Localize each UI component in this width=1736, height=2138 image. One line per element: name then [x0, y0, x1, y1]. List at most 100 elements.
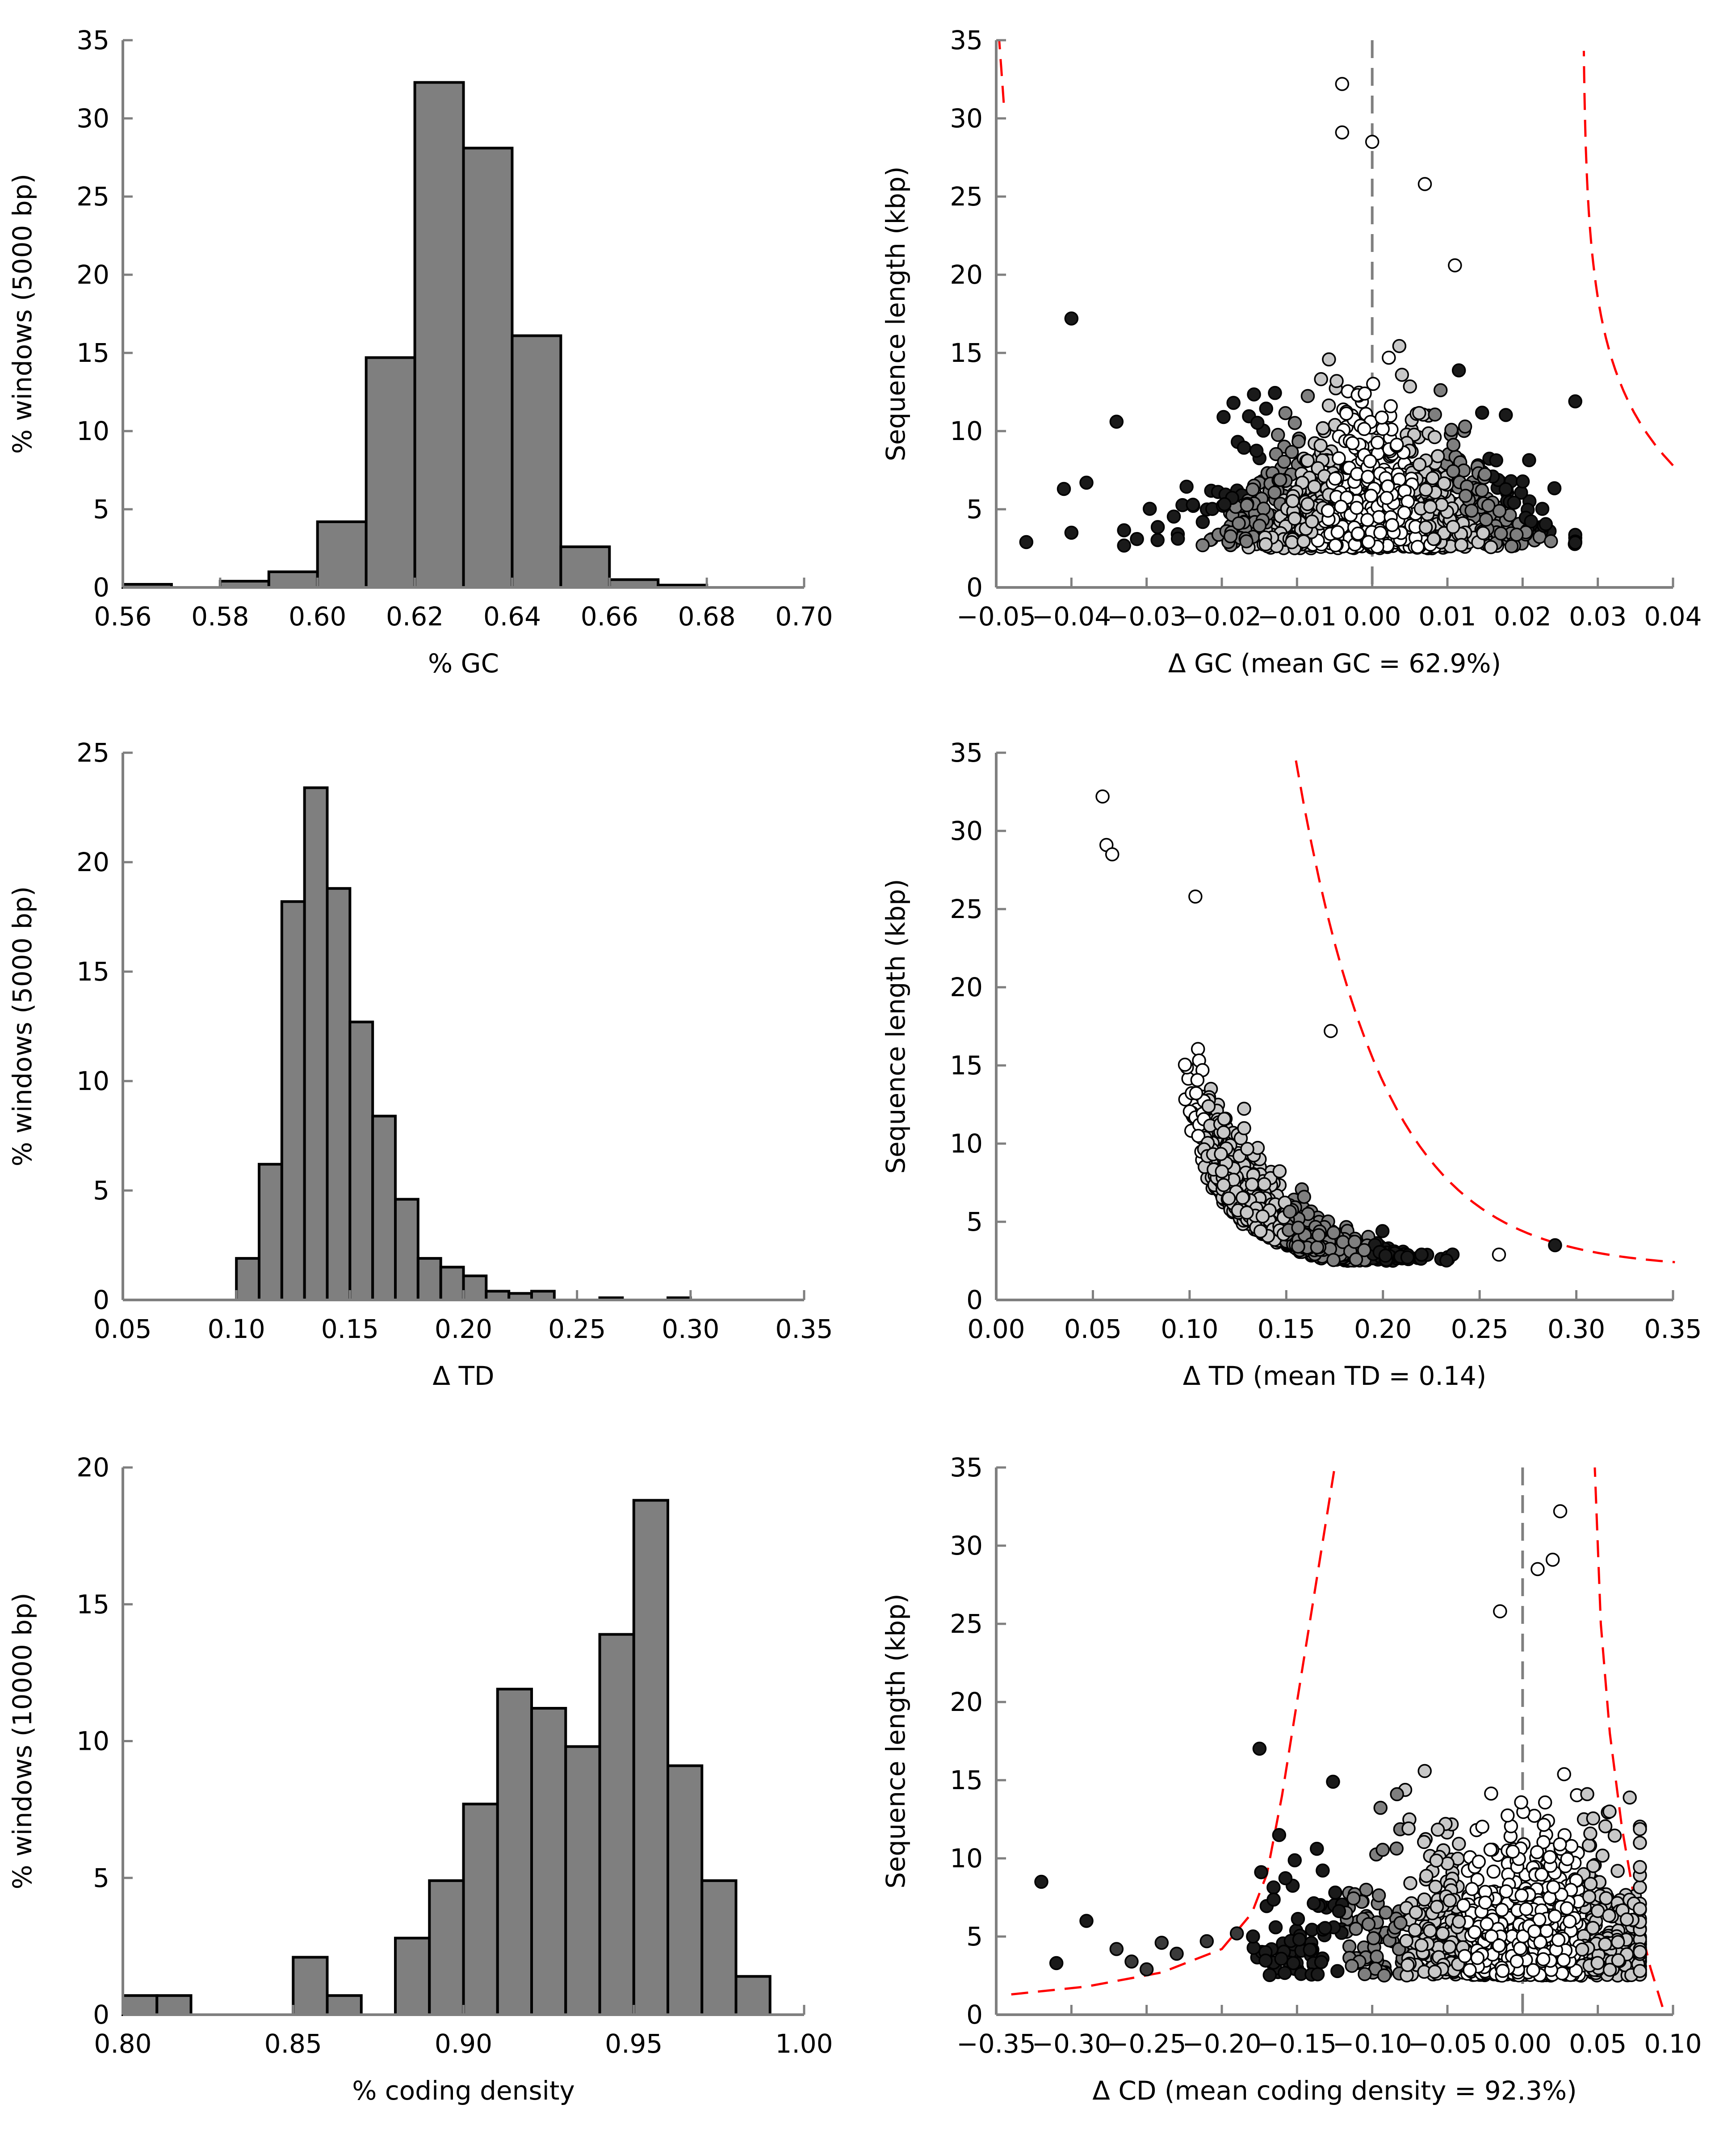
- y-tick-label: 0: [93, 2000, 109, 2030]
- x-tick-label: −0.01: [1257, 601, 1337, 632]
- scatter-point: [1483, 1842, 1498, 1857]
- scatter-point: [1602, 1908, 1616, 1923]
- scatter-point: [1560, 1852, 1575, 1866]
- scatter-point: [1607, 1828, 1622, 1843]
- scatter-point: [1522, 453, 1536, 467]
- scatter-point: [1254, 1865, 1268, 1879]
- panel-cd-histogram: 0.80 0.85 0.90 0.95 1.00 0 5 10 15 20 % coding den…: [7, 1452, 833, 2106]
- scatter-point: [1240, 1142, 1254, 1156]
- scatter-point: [1191, 1042, 1205, 1056]
- x-tick-label: 0.62: [386, 601, 444, 632]
- panel-cd-scatter: −0.35−0.30−0.25−0.20−0.15−0.10−0.05 0.00 0…: [881, 1452, 1702, 2106]
- scatter-point: [1277, 454, 1292, 469]
- x-tick-label: 0.02: [1494, 601, 1551, 632]
- scatter-point: [1191, 1128, 1206, 1143]
- histogram-bar: [365, 356, 416, 589]
- notable-point: [1417, 177, 1432, 191]
- scatter-point: [1498, 482, 1513, 496]
- scatter-point: [1408, 1923, 1422, 1937]
- scatter-point: [1350, 501, 1364, 515]
- y-axis-label: % windows (5000 bp): [7, 174, 38, 454]
- scatter-point: [1501, 1808, 1515, 1823]
- histogram-bar: [413, 81, 465, 589]
- histogram-bar: [394, 1937, 431, 2016]
- scatter-point: [1575, 1942, 1589, 1957]
- scatter-point: [1484, 540, 1498, 554]
- notable-point: [1049, 1956, 1064, 1970]
- x-tick-label: 0.10: [1644, 2029, 1702, 2059]
- scatter-point: [1268, 1920, 1283, 1935]
- y-tick-label: 5: [93, 1175, 109, 1206]
- x-tick-label: 0.58: [191, 601, 249, 632]
- scatter-point: [1410, 540, 1425, 554]
- scatter-point: [1333, 499, 1348, 514]
- scatter-point: [1297, 1190, 1311, 1204]
- scatter-point: [1602, 1962, 1617, 1977]
- scatter-point: [1232, 516, 1246, 531]
- scatter-point: [1170, 532, 1185, 546]
- scatter-point: [1252, 519, 1267, 533]
- scatter-point: [1285, 494, 1300, 508]
- scatter-point: [1535, 502, 1550, 516]
- scatter-point: [1371, 1888, 1386, 1903]
- y-axis-label: % windows (5000 bp): [7, 886, 38, 1166]
- scatter-point: [1142, 502, 1157, 516]
- scatter-point: [1217, 1112, 1232, 1126]
- x-tick-label: −0.04: [1032, 601, 1111, 632]
- x-tick-label: 0.15: [1258, 1314, 1315, 1344]
- scatter-point: [1426, 532, 1441, 546]
- scatter-point: [1316, 421, 1330, 436]
- scatter-point: [1345, 1958, 1359, 1973]
- scatter-point: [1526, 1963, 1540, 1978]
- scatter-point: [1310, 1967, 1325, 1982]
- histogram-bar: [303, 786, 329, 1301]
- scatter-point: [1303, 1942, 1317, 1957]
- scatter-point: [1375, 1224, 1390, 1238]
- scatter-point: [1363, 454, 1377, 469]
- scatter-point: [1328, 471, 1342, 486]
- y-tick-label: 20: [76, 847, 109, 877]
- scatter-point: [1390, 1787, 1404, 1802]
- scatter-point: [1256, 501, 1271, 516]
- panel-gc-histogram: 0.56 0.58 0.60 0.62 0.64 0.66 0.68 0.70 0 5 10 15 20…: [7, 25, 833, 679]
- scatter-point: [1199, 1934, 1214, 1949]
- scatter-point: [1237, 1102, 1251, 1116]
- scatter-point: [1272, 1828, 1287, 1842]
- y-tick-label: 15: [950, 338, 983, 368]
- scatter-point: [1170, 1946, 1184, 1961]
- x-axis-label: Δ GC (mean GC = 62.9%): [1168, 648, 1501, 679]
- x-tick-label: −0.02: [1182, 601, 1262, 632]
- scatter-point: [1349, 1921, 1363, 1936]
- scatter-point: [1598, 1937, 1612, 1951]
- scatter-point: [1253, 1224, 1268, 1238]
- scatter-point: [1530, 1845, 1544, 1859]
- x-tick-label: 0.35: [1644, 1314, 1702, 1344]
- scatter-point: [1314, 1955, 1329, 1970]
- scatter-point: [1475, 406, 1489, 420]
- scatter-point: [1364, 489, 1378, 503]
- scatter-point: [1235, 1191, 1250, 1205]
- scatter-point: [1536, 1835, 1551, 1849]
- x-tick-label: 0.60: [289, 601, 346, 632]
- histogram-bar: [292, 1956, 329, 2016]
- scatter-point: [1370, 1949, 1384, 1964]
- scatter-point: [1384, 399, 1398, 414]
- scatter-point: [1583, 1826, 1598, 1841]
- x-tick-label: 0.90: [435, 2029, 492, 2059]
- y-tick-label: 30: [950, 1530, 983, 1561]
- y-tick-label: 20: [76, 1452, 109, 1483]
- scatter-point: [1326, 1774, 1340, 1789]
- scatter-point: [1109, 1942, 1124, 1956]
- histogram-bar: [462, 1803, 499, 2016]
- scatter-point: [1357, 422, 1371, 436]
- y-axis-label: % windows (10000 bp): [7, 1593, 38, 1889]
- histogram-bar: [258, 1163, 283, 1301]
- scatter-point: [1590, 1956, 1605, 1970]
- scatter-point: [1124, 1954, 1139, 1969]
- notable-point: [1064, 311, 1079, 326]
- x-tick-label: 0.05: [94, 1314, 151, 1344]
- scatter-point: [1358, 386, 1372, 401]
- notable-point: [1545, 1552, 1560, 1567]
- panel-td-scatter: 0.00 0.05 0.10 0.15 0.20 0.25 0.30 0.35 0 5 10 15 20…: [881, 738, 1702, 1391]
- scatter-point: [1221, 1191, 1236, 1206]
